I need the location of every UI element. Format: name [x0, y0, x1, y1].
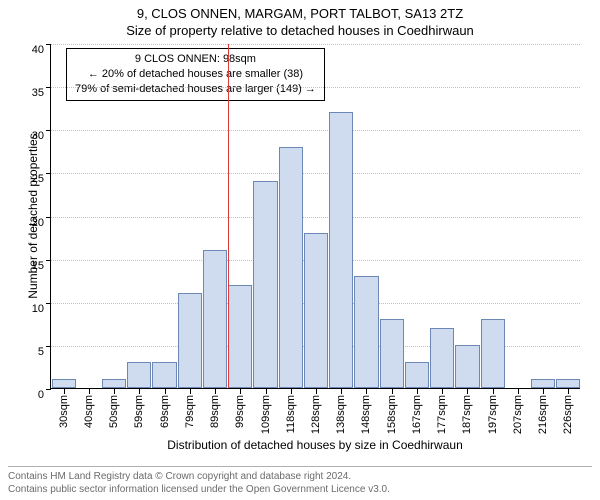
x-tick-label: 138sqm — [335, 395, 347, 434]
histogram-bar — [152, 362, 176, 388]
x-tick-label: 99sqm — [234, 395, 246, 428]
histogram-bar — [304, 233, 328, 388]
x-tick-mark — [316, 389, 317, 394]
plot-area: Number of detached properties 9 CLOS ONN… — [50, 44, 580, 389]
x-tick-label: 216sqm — [537, 395, 549, 434]
x-tick-mark — [442, 389, 443, 394]
annotation-line-1: 9 CLOS ONNEN: 98sqm — [75, 52, 316, 67]
grid-line — [51, 87, 580, 88]
x-tick-label: 187sqm — [461, 395, 473, 434]
y-tick-mark — [46, 260, 51, 261]
x-tick-label: 128sqm — [310, 395, 322, 434]
histogram-bar — [455, 345, 479, 388]
x-axis-label: Distribution of detached houses by size … — [50, 438, 580, 452]
chart-titles: 9, CLOS ONNEN, MARGAM, PORT TALBOT, SA13… — [0, 6, 600, 38]
title-main: 9, CLOS ONNEN, MARGAM, PORT TALBOT, SA13… — [0, 6, 600, 21]
x-tick-mark — [240, 389, 241, 394]
annotation-line-2: ← 20% of detached houses are smaller (38… — [75, 67, 316, 82]
x-tick-mark — [291, 389, 292, 394]
histogram-bar — [481, 319, 505, 388]
y-tick-mark — [46, 130, 51, 131]
y-tick-mark — [46, 87, 51, 88]
grid-line — [51, 44, 580, 45]
y-tick-mark — [46, 44, 51, 45]
x-tick-label: 197sqm — [487, 395, 499, 434]
histogram-bar — [52, 379, 76, 388]
histogram-bar — [430, 328, 454, 388]
x-tick-mark — [114, 389, 115, 394]
histogram-bar — [380, 319, 404, 388]
histogram-bar — [329, 112, 353, 388]
x-tick-label: 40sqm — [83, 395, 95, 428]
histogram-bar — [102, 379, 126, 388]
x-tick-label: 89sqm — [209, 395, 221, 428]
x-tick-label: 109sqm — [260, 395, 272, 434]
x-tick-label: 118sqm — [285, 395, 297, 433]
x-tick-mark — [518, 389, 519, 394]
y-tick-label: 40 — [32, 44, 44, 56]
grid-line — [51, 130, 580, 131]
histogram-bar — [531, 379, 555, 388]
y-tick-label: 20 — [32, 217, 44, 229]
x-tick-mark — [190, 389, 191, 394]
y-tick-label: 35 — [32, 87, 44, 99]
histogram-bar — [556, 379, 580, 388]
x-tick-mark — [493, 389, 494, 394]
x-tick-label: 226sqm — [562, 395, 574, 434]
y-tick-label: 0 — [38, 389, 44, 401]
histogram-bar — [354, 276, 378, 388]
x-tick-mark — [341, 389, 342, 394]
x-tick-mark — [417, 389, 418, 394]
x-tick-label: 167sqm — [411, 395, 423, 434]
x-tick-mark — [165, 389, 166, 394]
y-tick-mark — [46, 389, 51, 390]
reference-line — [228, 44, 229, 388]
y-tick-label: 25 — [32, 173, 44, 185]
y-tick-label: 30 — [32, 130, 44, 142]
x-tick-mark — [392, 389, 393, 394]
y-tick-mark — [46, 303, 51, 304]
histogram-bar — [127, 362, 151, 388]
y-tick-label: 10 — [32, 303, 44, 315]
histogram-bar — [405, 362, 429, 388]
grid-line — [51, 217, 580, 218]
x-tick-mark — [366, 389, 367, 394]
y-tick-label: 15 — [32, 260, 44, 272]
x-tick-mark — [89, 389, 90, 394]
histogram-bar — [178, 293, 202, 388]
x-tick-mark — [568, 389, 569, 394]
annotation-box: 9 CLOS ONNEN: 98sqm ← 20% of detached ho… — [66, 48, 325, 101]
annotation-line-3: 79% of semi-detached houses are larger (… — [75, 82, 316, 97]
x-tick-mark — [215, 389, 216, 394]
x-tick-label: 207sqm — [512, 395, 524, 434]
x-tick-label: 30sqm — [58, 395, 70, 428]
histogram-bar — [253, 181, 277, 388]
x-tick-label: 69sqm — [159, 395, 171, 428]
chart-area: Number of detached properties 9 CLOS ONN… — [0, 42, 600, 437]
y-tick-label: 5 — [38, 346, 44, 358]
y-tick-mark — [46, 173, 51, 174]
x-tick-mark — [543, 389, 544, 394]
histogram-bar — [228, 285, 252, 389]
x-tick-label: 148sqm — [360, 395, 372, 434]
title-sub: Size of property relative to detached ho… — [0, 23, 600, 38]
histogram-bar — [203, 250, 227, 388]
chart-footer: Contains HM Land Registry data © Crown c… — [8, 466, 592, 496]
x-tick-label: 50sqm — [108, 395, 120, 428]
x-tick-mark — [266, 389, 267, 394]
footer-line-2: Contains public sector information licen… — [8, 483, 592, 496]
x-tick-label: 59sqm — [133, 395, 145, 428]
y-tick-mark — [46, 346, 51, 347]
y-tick-mark — [46, 217, 51, 218]
x-tick-label: 158sqm — [386, 395, 398, 434]
footer-line-1: Contains HM Land Registry data © Crown c… — [8, 470, 592, 483]
x-tick-mark — [467, 389, 468, 394]
histogram-bar — [279, 147, 303, 389]
x-tick-label: 177sqm — [436, 395, 448, 434]
grid-line — [51, 173, 580, 174]
x-tick-label: 79sqm — [184, 395, 196, 428]
x-tick-mark — [139, 389, 140, 394]
x-tick-mark — [64, 389, 65, 394]
